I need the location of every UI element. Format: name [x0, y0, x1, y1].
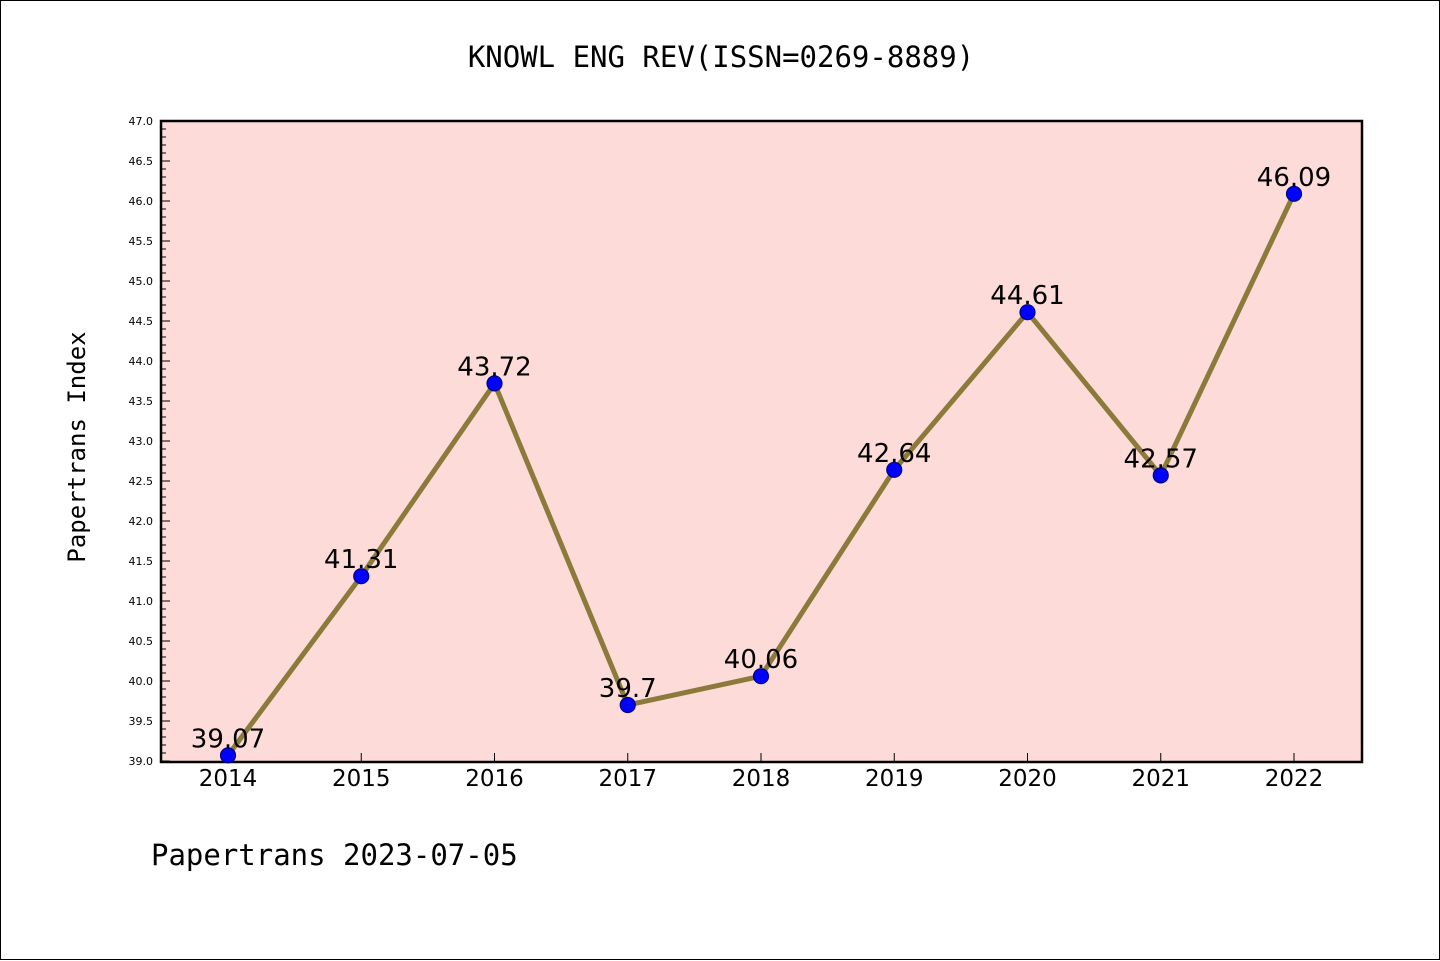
footer-text: Papertrans 2023-07-05 — [151, 838, 518, 872]
y-tick-label: 45.5 — [129, 235, 154, 248]
data-point — [619, 696, 636, 714]
y-tick-label: 42.5 — [129, 475, 154, 488]
y-tick-label: 43.5 — [129, 395, 154, 408]
y-tick-label: 40.0 — [129, 675, 154, 688]
x-tick-label: 2016 — [465, 766, 524, 792]
data-label: 41.31 — [324, 545, 398, 575]
y-tick-label: 40.5 — [129, 635, 154, 648]
data-label-group: 39.07 41.31 43.72 39.7 40.06 42.64 44.61 42.57 4… — [191, 163, 1331, 755]
data-point — [886, 461, 903, 478]
x-axis: 2014 2015 2016 2017 2018 2019 2020 2021 2022 — [199, 753, 1324, 792]
y-axis: 39.0 39.5 40.0 40.5 41.0 41.5 42.0 42.5 43.0 43.5… — [129, 115, 170, 768]
data-label: 40.06 — [724, 645, 798, 675]
x-tick-label: 2019 — [865, 766, 924, 792]
y-tick-label: 44.0 — [129, 355, 154, 368]
data-point — [486, 375, 503, 392]
x-tick-label: 2022 — [1265, 766, 1324, 792]
x-tick-label: 2015 — [332, 766, 391, 792]
y-tick-label: 42.0 — [129, 515, 154, 528]
data-label: 46.09 — [1257, 163, 1331, 193]
y-tick-label: 39.0 — [129, 755, 154, 768]
y-tick-label: 41.5 — [129, 555, 154, 568]
data-point — [353, 568, 370, 585]
y-tick-label: 45.0 — [129, 275, 154, 288]
y-axis-label: Papertrans Index — [63, 331, 91, 562]
data-label: 42.57 — [1124, 444, 1198, 474]
data-point — [1152, 467, 1169, 484]
y-tick-label: 44.5 — [129, 315, 154, 328]
x-tick-label: 2020 — [998, 766, 1057, 792]
plot-area — [159, 119, 1364, 764]
data-label: 44.61 — [990, 281, 1064, 311]
x-tick-label: 2014 — [199, 766, 258, 792]
x-tick-label: 2017 — [598, 766, 657, 792]
marker-group — [219, 185, 1303, 764]
data-point — [1285, 185, 1303, 202]
data-point — [752, 668, 770, 685]
y-tick-label: 43.0 — [129, 435, 154, 448]
y-tick-label: 41.0 — [129, 595, 154, 608]
y-tick-label: 46.5 — [129, 155, 154, 168]
y-tick-label: 39.5 — [129, 715, 154, 728]
x-tick-label: 2018 — [732, 766, 791, 792]
data-label: 42.64 — [857, 439, 931, 469]
y-tick-label: 46.0 — [129, 195, 154, 208]
data-point — [219, 747, 237, 764]
y-tick-label: 47.0 — [129, 115, 154, 128]
data-point — [1019, 304, 1036, 321]
x-tick-label: 2021 — [1131, 766, 1190, 792]
chart-title: KNOWL ENG REV(ISSN=0269-8889) — [468, 40, 974, 74]
data-label: 43.72 — [457, 352, 531, 382]
data-label: 39.7 — [599, 674, 657, 704]
data-label: 39.07 — [191, 724, 265, 754]
